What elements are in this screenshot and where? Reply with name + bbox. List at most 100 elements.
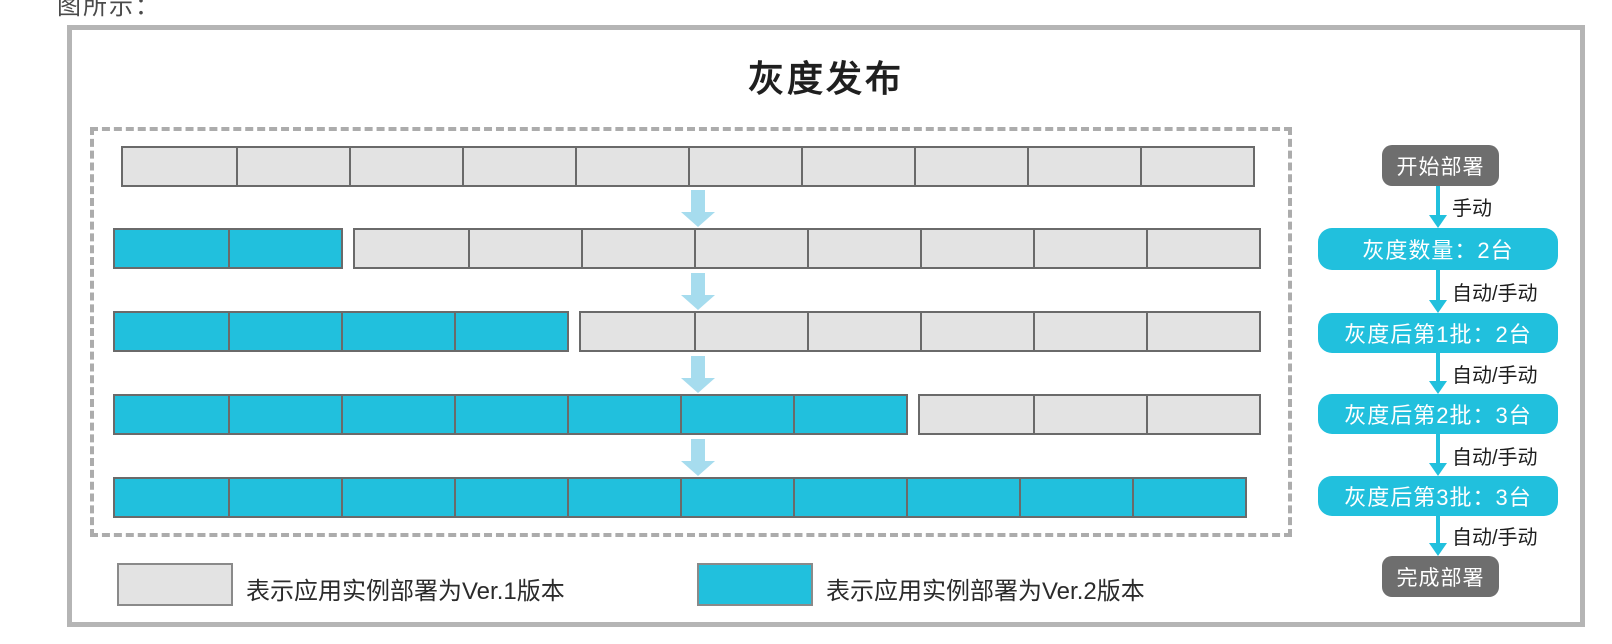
instance-cell-ver1 bbox=[581, 313, 694, 350]
instance-row-initial bbox=[121, 146, 1255, 187]
instance-cell-ver2 bbox=[454, 313, 567, 350]
instance-cell-ver1 bbox=[1140, 148, 1253, 185]
instance-cell-ver2 bbox=[680, 479, 793, 516]
instance-cell-ver2 bbox=[341, 396, 454, 433]
instance-cell-ver2 bbox=[115, 230, 228, 267]
instance-cell-ver1 bbox=[694, 313, 807, 350]
instance-cell-ver2 bbox=[680, 396, 793, 433]
down-arrow-icon bbox=[691, 439, 705, 462]
instance-cell-ver1 bbox=[236, 148, 349, 185]
instance-cell-ver2 bbox=[793, 479, 906, 516]
instance-cell-ver1 bbox=[1146, 230, 1259, 267]
ver2-instances-group bbox=[113, 228, 343, 269]
instances-dashed-region bbox=[90, 127, 1292, 537]
flow-arrow-down-icon bbox=[1429, 543, 1447, 556]
instance-cell-ver1 bbox=[123, 148, 236, 185]
legend-swatch-ver2 bbox=[697, 563, 813, 606]
instance-cell-ver2 bbox=[228, 396, 341, 433]
instance-cell-ver1 bbox=[355, 230, 468, 267]
down-arrow-icon bbox=[681, 461, 715, 476]
instance-cell-ver1 bbox=[807, 313, 920, 350]
flow-arrow-line bbox=[1436, 353, 1440, 382]
ver1-instances-group bbox=[918, 394, 1261, 435]
flow-node-batch-2: 灰度后第2批：3台 bbox=[1318, 394, 1558, 434]
flow-arrow-down-icon bbox=[1429, 381, 1447, 394]
flow-arrow-down-icon bbox=[1429, 215, 1447, 228]
ver2-instances-group bbox=[113, 311, 569, 352]
flow-edge-label: 自动/手动 bbox=[1452, 447, 1538, 469]
flow-edge-label: 自动/手动 bbox=[1452, 527, 1538, 549]
instance-row-after-gray bbox=[113, 228, 1261, 269]
flow-node-start: 开始部署 bbox=[1382, 145, 1499, 186]
down-arrow-icon bbox=[681, 378, 715, 393]
flow-arrow-down-icon bbox=[1429, 300, 1447, 313]
instance-cell-ver1 bbox=[801, 148, 914, 185]
instance-cell-ver2 bbox=[341, 313, 454, 350]
flow-node-finish: 完成部署 bbox=[1382, 556, 1499, 597]
instance-cell-ver2 bbox=[567, 479, 680, 516]
instance-cell-ver1 bbox=[920, 396, 1033, 433]
instance-row-after-batch1 bbox=[113, 311, 1261, 352]
instance-cell-ver1 bbox=[1033, 396, 1146, 433]
instance-cell-ver2 bbox=[906, 479, 1019, 516]
instance-cell-ver2 bbox=[567, 396, 680, 433]
instance-cell-ver1 bbox=[462, 148, 575, 185]
instance-cell-ver1 bbox=[1146, 313, 1259, 350]
instance-cell-ver2 bbox=[115, 479, 228, 516]
instance-cell-ver1 bbox=[914, 148, 1027, 185]
down-arrow-icon bbox=[691, 356, 705, 379]
instance-cell-ver2 bbox=[115, 396, 228, 433]
flow-node-batch-1: 灰度后第1批：2台 bbox=[1318, 313, 1558, 353]
legend-label-ver2: 表示应用实例部署为Ver.2版本 bbox=[826, 578, 1145, 605]
instance-cell-ver2 bbox=[793, 396, 906, 433]
flow-arrow-line bbox=[1436, 186, 1440, 217]
instance-row-final bbox=[113, 477, 1247, 518]
ver1-instances-group bbox=[579, 311, 1261, 352]
instance-cell-ver1 bbox=[920, 230, 1033, 267]
instance-cell-ver1 bbox=[1033, 313, 1146, 350]
instance-cell-ver2 bbox=[454, 396, 567, 433]
instance-cell-ver2 bbox=[228, 313, 341, 350]
instance-cell-ver1 bbox=[694, 230, 807, 267]
diagram-title: 灰度发布 bbox=[747, 58, 904, 99]
flow-node-gray-quantity: 灰度数量：2台 bbox=[1318, 228, 1558, 270]
flow-edge-label: 自动/手动 bbox=[1452, 283, 1538, 305]
flow-edge-label: 手动 bbox=[1452, 198, 1492, 220]
legend-label-ver1: 表示应用实例部署为Ver.1版本 bbox=[246, 578, 565, 605]
flow-edge-label: 自动/手动 bbox=[1452, 365, 1538, 387]
ver1-instances-group bbox=[353, 228, 1261, 269]
instance-cell-ver2 bbox=[228, 230, 341, 267]
ver2-instances-group bbox=[113, 394, 908, 435]
instance-cell-ver1 bbox=[688, 148, 801, 185]
instance-cell-ver2 bbox=[341, 479, 454, 516]
instance-cell-ver1 bbox=[1033, 230, 1146, 267]
down-arrow-icon bbox=[691, 273, 705, 296]
ver2-instances-group bbox=[113, 477, 1247, 518]
instance-cell-ver2 bbox=[1019, 479, 1132, 516]
down-arrow-icon bbox=[681, 295, 715, 310]
down-arrow-icon bbox=[691, 190, 705, 213]
ver1-instances-group bbox=[121, 146, 1255, 187]
instance-cell-ver2 bbox=[1132, 479, 1245, 516]
flow-node-batch-3: 灰度后第3批：3台 bbox=[1318, 476, 1558, 516]
page-text-fragment: 图所示： bbox=[57, 0, 161, 20]
instance-cell-ver1 bbox=[807, 230, 920, 267]
flow-arrow-line bbox=[1436, 434, 1440, 464]
instance-cell-ver1 bbox=[349, 148, 462, 185]
instance-cell-ver1 bbox=[920, 313, 1033, 350]
flow-arrow-line bbox=[1436, 516, 1440, 544]
down-arrow-icon bbox=[681, 212, 715, 227]
flow-arrow-down-icon bbox=[1429, 463, 1447, 476]
instance-cell-ver2 bbox=[228, 479, 341, 516]
instance-cell-ver2 bbox=[454, 479, 567, 516]
instance-cell-ver1 bbox=[1027, 148, 1140, 185]
flow-arrow-line bbox=[1436, 270, 1440, 301]
instance-cell-ver1 bbox=[468, 230, 581, 267]
legend-swatch-ver1 bbox=[117, 563, 233, 606]
instance-cell-ver1 bbox=[575, 148, 688, 185]
instance-row-after-batch2 bbox=[113, 394, 1261, 435]
instance-cell-ver2 bbox=[115, 313, 228, 350]
instance-cell-ver1 bbox=[1146, 396, 1259, 433]
instance-cell-ver1 bbox=[581, 230, 694, 267]
